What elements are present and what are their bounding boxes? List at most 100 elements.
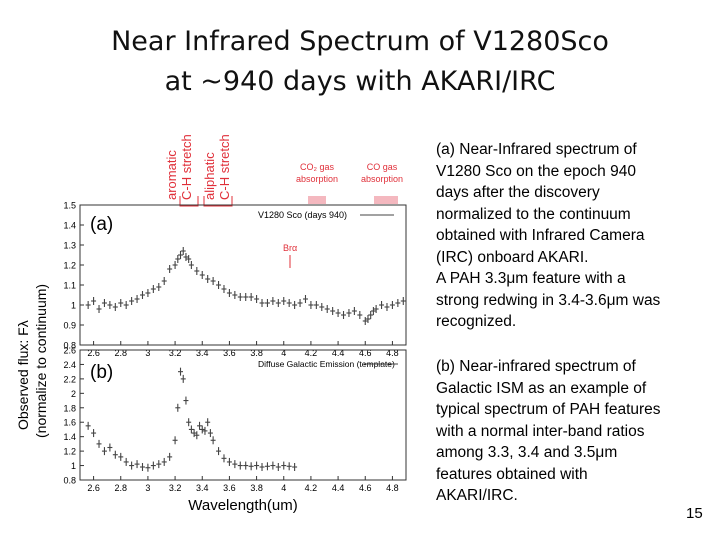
data-point	[205, 275, 211, 283]
data-point	[264, 299, 270, 307]
data-point	[297, 299, 303, 307]
x-tick-label: 4.4	[332, 348, 345, 358]
description-line: AKARI/IRC.	[436, 487, 518, 504]
data-point	[156, 460, 162, 469]
data-point	[281, 297, 287, 305]
description-line: normalized to the continuum	[436, 205, 631, 223]
panel-a-yticks: 0.8 0.9 1 1.1 1.2 1.3 1.4 1.5	[63, 201, 84, 351]
data-point	[357, 311, 363, 319]
x-tick-label: 3	[145, 483, 150, 493]
title-line-1: Near Infrared Spectrum of V1280Sco	[111, 26, 609, 57]
x-axis-label: Wavelength(um)	[188, 497, 297, 514]
y-tick-label: 1	[71, 301, 76, 311]
data-point	[188, 261, 194, 269]
aromatic-bracket	[179, 196, 199, 207]
data-point	[161, 457, 167, 466]
slide-title: Near Infrared Spectrum of V1280Sco at ~9…	[60, 22, 660, 102]
y-tick-label: 1.2	[63, 447, 76, 457]
data-point	[188, 425, 194, 434]
data-point	[270, 297, 276, 305]
data-point	[286, 299, 292, 307]
title-line-2: at ~940 days with AKARI/IRC	[164, 66, 556, 97]
data-point	[129, 297, 135, 305]
data-point	[373, 305, 379, 313]
data-point	[324, 305, 330, 313]
data-point	[101, 299, 107, 307]
y-tick-label: 1.8	[63, 403, 76, 413]
data-point	[123, 457, 129, 466]
y-tick-label: 1.4	[63, 432, 76, 442]
data-point	[96, 305, 102, 313]
data-point	[313, 301, 319, 309]
data-point	[400, 297, 406, 305]
description-line: features obtained with	[436, 465, 588, 483]
x-tick-label: 2.6	[87, 483, 100, 493]
data-point	[118, 452, 124, 461]
data-point	[186, 255, 192, 263]
data-point	[202, 426, 208, 435]
data-point	[237, 461, 243, 470]
data-point	[243, 293, 249, 301]
aliphatic-label-line2: C-H stretch	[217, 134, 232, 200]
y-tick-label: 1.2	[63, 261, 76, 271]
data-point	[275, 463, 281, 471]
data-point	[232, 291, 238, 299]
x-tick-label: 3.2	[169, 348, 182, 358]
data-point	[180, 374, 186, 383]
x-tick-label: 3.8	[250, 483, 263, 493]
y-axis-label-line1: Observed flux: Fλ	[15, 320, 31, 430]
description-line: V1280 Sco on the epoch 940	[436, 162, 636, 180]
data-point	[319, 303, 325, 311]
aromatic-label-line2: C-H stretch	[179, 134, 194, 200]
page-number: 15	[686, 505, 703, 522]
y-tick-label: 1.3	[63, 241, 76, 251]
panel-a-frame	[79, 204, 407, 346]
data-point	[107, 301, 113, 309]
x-tick-label: 4.8	[386, 483, 399, 493]
co2-label-line1: CO₂ gas	[300, 162, 335, 172]
data-point	[118, 299, 124, 307]
data-point	[167, 265, 173, 273]
data-point	[150, 461, 156, 470]
data-point	[112, 450, 118, 459]
data-point	[167, 452, 173, 461]
co-band	[374, 196, 398, 204]
panel-b-label: (b)	[90, 362, 113, 383]
description-line: (a) Near-Infrared spectrum of	[436, 141, 637, 158]
x-tick-label: 2.6	[87, 348, 100, 358]
data-point	[370, 307, 376, 315]
data-point	[183, 396, 189, 405]
data-point	[379, 301, 385, 309]
data-point	[178, 367, 184, 376]
data-point	[112, 303, 118, 311]
panel-a-legend: V1280 Sco (days 940)	[258, 210, 347, 220]
data-point	[186, 418, 192, 427]
bralpha-label: Brα	[283, 243, 297, 253]
y-tick-label: 2.2	[63, 374, 76, 384]
data-point	[145, 463, 151, 472]
co2-label: CO₂ gas absorption	[296, 162, 338, 184]
data-point	[91, 429, 97, 438]
data-point	[226, 457, 232, 466]
spectrum-figure: aromatic C-H stretch aliphatic C-H stret…	[15, 134, 407, 514]
data-point	[172, 261, 178, 269]
x-tick-label: 3.6	[223, 483, 236, 493]
co-label: CO gas absorption	[361, 162, 403, 184]
data-point	[254, 295, 260, 303]
data-point	[156, 283, 162, 291]
description-line: A PAH 3.3μm feature with a	[436, 270, 626, 287]
y-tick-label: 1.5	[63, 201, 76, 211]
y-tick-label: 0.8	[63, 341, 76, 351]
aliphatic-label-line1: aliphatic	[202, 152, 217, 200]
data-point	[180, 247, 186, 255]
x-tick-label: 4.6	[359, 483, 372, 493]
data-point	[335, 309, 341, 317]
y-tick-label: 1.6	[63, 418, 76, 428]
x-tick-label: 4	[281, 483, 286, 493]
data-point	[248, 462, 254, 471]
x-tick-label: 4.8	[386, 348, 399, 358]
data-point	[259, 463, 265, 471]
y-tick-label: 2.4	[63, 360, 76, 370]
co-label-line2: absorption	[361, 174, 403, 184]
data-point	[183, 253, 189, 261]
